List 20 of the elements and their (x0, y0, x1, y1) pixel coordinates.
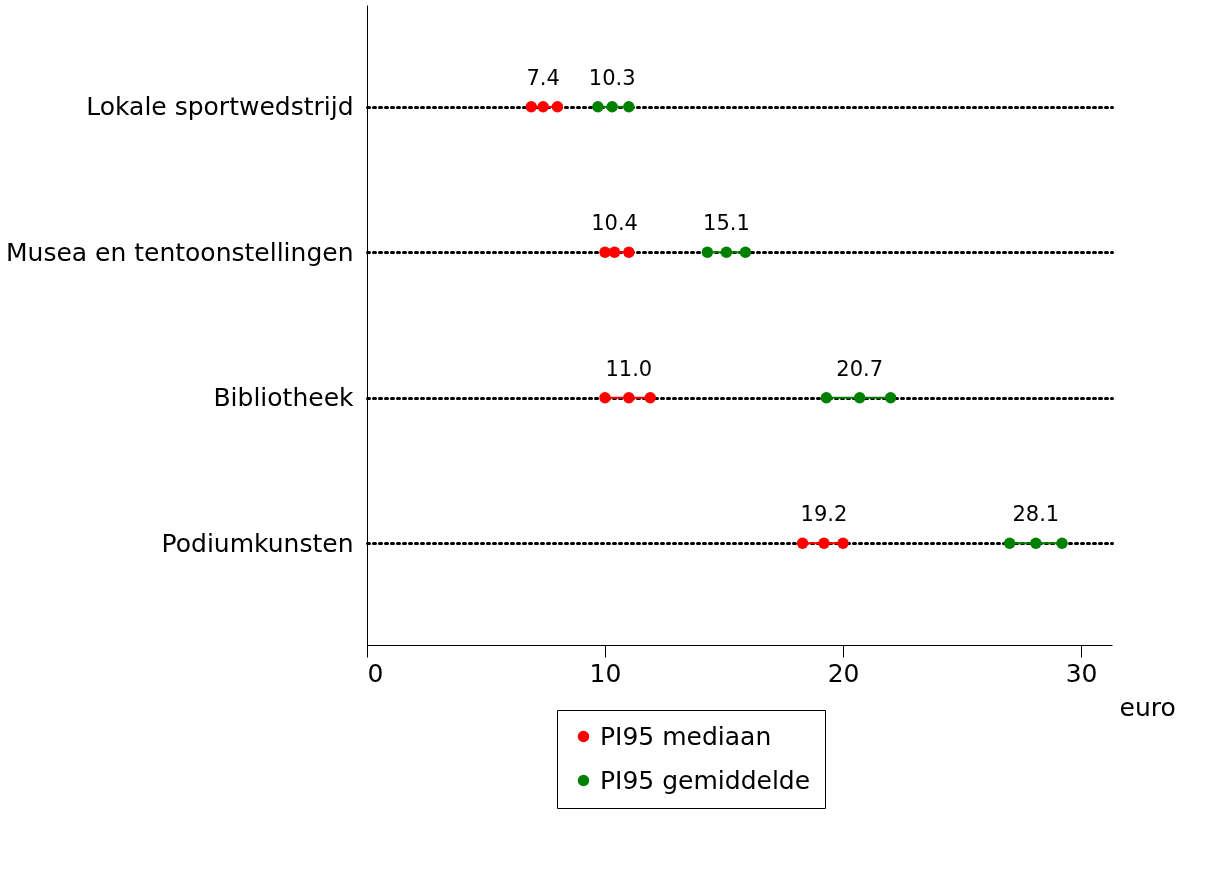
data-label: 7.4 (526, 65, 560, 90)
x-axis-title: euro (1119, 692, 1176, 722)
x-tick-label: 10 (589, 658, 622, 688)
y-tick-label: Podiumkunsten (161, 528, 354, 558)
y-tick-label: Lokale sportwedstrijd (86, 92, 354, 122)
data-label: 10.3 (588, 65, 636, 90)
legend-label: PI95 gemiddelde (600, 765, 811, 795)
data-label: 15.1 (703, 211, 750, 236)
data-label: 10.4 (591, 211, 638, 236)
data-label: 20.7 (836, 356, 884, 381)
data-label: 11.0 (605, 356, 653, 381)
y-tick-label: Musea en tentoonstellingen (5, 237, 354, 267)
x-tick-label: 0 (367, 658, 384, 688)
data-label: 19.2 (800, 502, 848, 527)
x-tick-label: 20 (827, 658, 860, 688)
data-label: 28.1 (1012, 502, 1060, 527)
legend-label: PI95 mediaan (600, 721, 772, 751)
x-tick-label: 30 (1065, 658, 1098, 688)
y-tick-label: Bibliotheek (213, 383, 355, 413)
point (796, 537, 809, 549)
